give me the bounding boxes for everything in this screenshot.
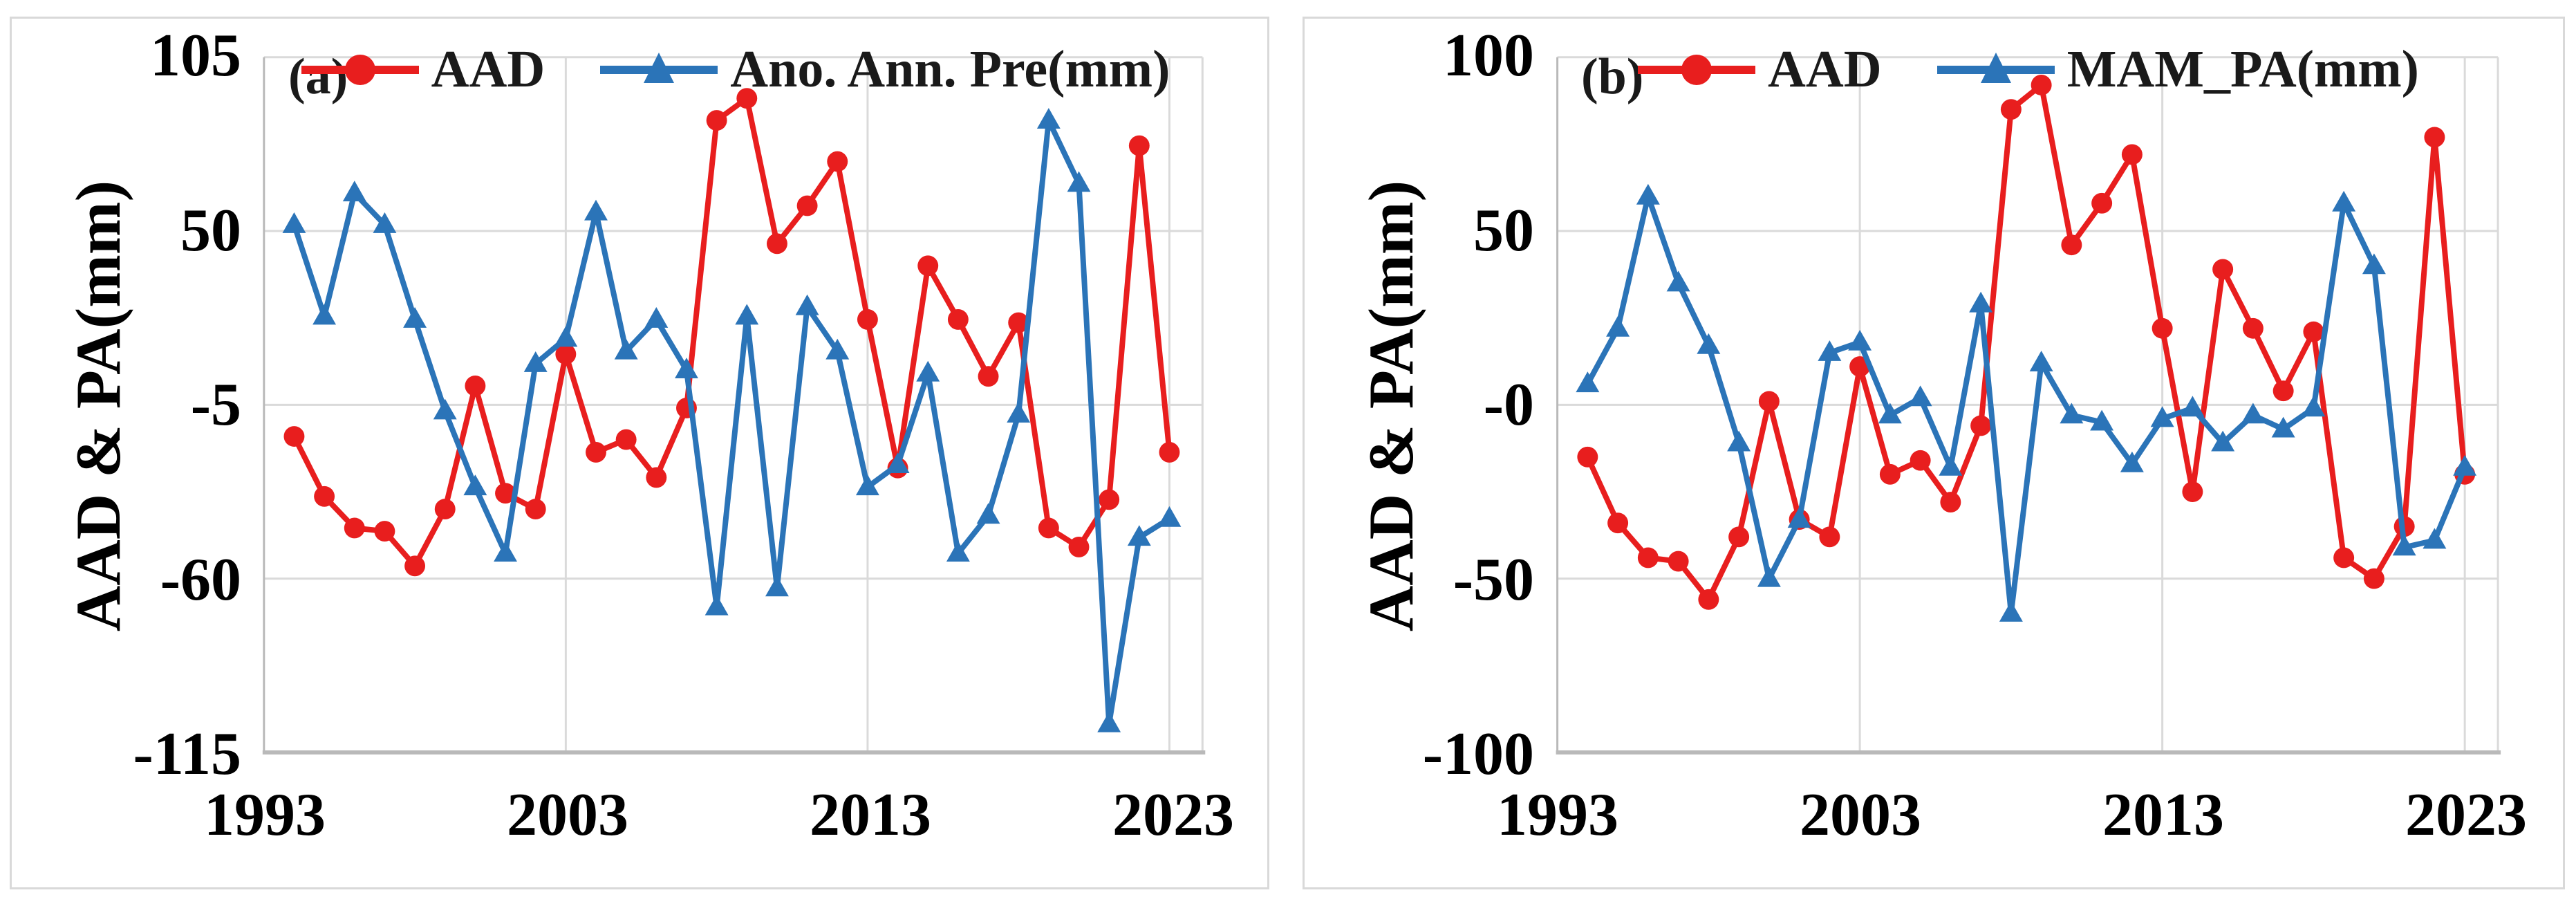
y-tick-label: -115 <box>133 721 241 788</box>
y-tick-label: 105 <box>150 22 241 89</box>
x-tick-label: 2003 <box>1800 782 1921 849</box>
plot-area-a <box>262 56 1206 755</box>
x-tick-label: 2023 <box>2405 782 2527 849</box>
y-tick-label: 100 <box>1443 22 1534 89</box>
x-tick-label: 1993 <box>1497 782 1618 849</box>
y-tick-label: 50 <box>180 196 241 264</box>
legend-item-mam-pa: MAM_PA(mm) <box>1936 39 2419 100</box>
legend-label-aad: AAD <box>431 40 545 98</box>
legend-item-precip: Ano. Ann. Pre(mm) <box>600 39 1170 100</box>
legend-b: AAD MAM_PA(mm) <box>1558 39 2499 100</box>
legend-label-mam-pa: MAM_PA(mm) <box>2066 40 2419 98</box>
chart-panel-b: AAD & PA(mm) (b) AAD MAM_PA(mm) 100 50 -0-… <box>1303 17 2565 889</box>
x-tick-label: 2023 <box>1112 782 1234 849</box>
panel-label-b: (b) <box>1581 48 1644 105</box>
x-tick-label: 1993 <box>204 782 326 849</box>
legend-item-aad: AAD <box>1638 39 1882 100</box>
chart-panel-a: AAD & PA(mm) (a) AAD Ano. Ann. Pre(mm) 1… <box>10 17 1269 889</box>
legend-a: AAD Ano. Ann. Pre(mm) <box>265 39 1206 100</box>
y-tick-label: -5 <box>190 371 241 438</box>
panel-label-a: (a) <box>288 48 348 105</box>
legend-item-aad: AAD <box>301 39 545 100</box>
red-line-circle-icon <box>301 54 419 85</box>
y-tick-label: -0 <box>1483 371 1534 438</box>
x-tick-label: 2003 <box>507 782 628 849</box>
y-tick-label: -100 <box>1422 721 1534 788</box>
x-tick-label: 2013 <box>810 782 931 849</box>
y-tick-label: -60 <box>160 546 241 613</box>
red-line-circle-icon <box>1638 54 1756 85</box>
x-tick-label: 2013 <box>2102 782 2224 849</box>
blue-line-triangle-icon <box>1936 52 2055 83</box>
blue-line-triangle-icon <box>600 52 718 83</box>
legend-label-precip: Ano. Ann. Pre(mm) <box>730 40 1170 98</box>
plot-area-b <box>1556 56 2501 755</box>
y-tick-label: 50 <box>1473 196 1534 264</box>
legend-label-aad: AAD <box>1768 40 1882 98</box>
y-tick-label: -50 <box>1453 546 1534 613</box>
